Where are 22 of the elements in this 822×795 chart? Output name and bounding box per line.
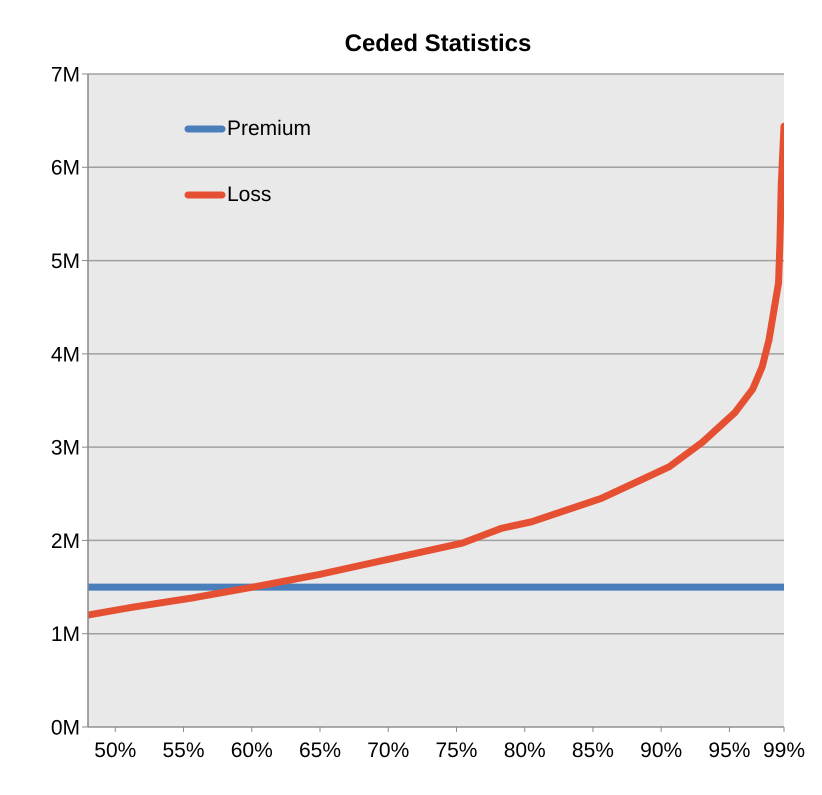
y-tick-label: 0M [50, 716, 80, 740]
x-tick-label: 80% [504, 738, 546, 762]
x-tick-label: 75% [435, 738, 478, 762]
chart-title: Ceded Statistics [344, 30, 532, 58]
y-tick-label: 7M [50, 63, 80, 86]
y-tick-label: 5M [50, 250, 80, 274]
x-tick-label: 85% [572, 738, 614, 762]
y-tick-label: 4M [50, 343, 80, 366]
x-tick-label: 90% [640, 738, 682, 762]
legend-label: Premium [227, 117, 312, 141]
x-tick-label: 65% [298, 738, 342, 762]
x-tick-label: 99% [762, 738, 806, 762]
y-tick-label: 3M [50, 436, 80, 460]
x-tick-label: 50% [94, 738, 136, 762]
legend-label: Loss [227, 183, 272, 207]
x-tick-label: 60% [230, 738, 273, 762]
y-tick-label: 1M [50, 623, 80, 646]
y-tick-label: 6M [50, 156, 80, 180]
x-tick-label: 70% [367, 738, 410, 762]
x-tick-label: 95% [708, 738, 750, 762]
x-tick-label: 55% [162, 738, 205, 762]
y-tick-label: 2M [50, 530, 80, 553]
